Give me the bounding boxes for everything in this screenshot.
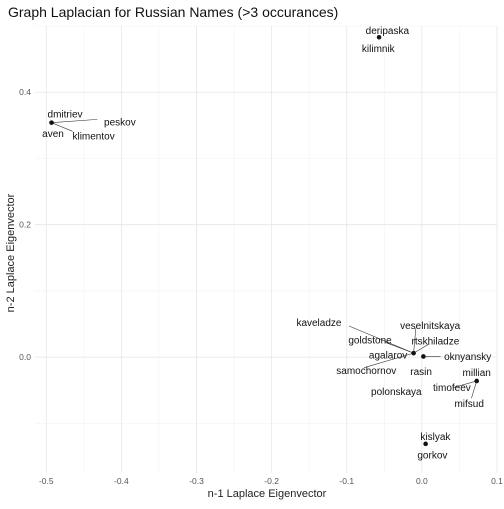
point-label: polonskaya [371,387,422,398]
point-label: aven [42,129,64,140]
x-tick-label: -0.2 [264,476,279,486]
point-label: kilimnik [362,44,396,55]
label-leader-line [413,343,430,354]
point-label: samochornov [336,366,396,377]
label-leader-line [471,380,478,399]
x-tick-label: 0.1 [491,476,503,486]
point-label: peskov [104,118,136,129]
tick-label-layer: -0.5 -0.4 -0.3 -0.2 -0.1 0.0 0.1 0.0 0.2 0.4 [19,87,503,486]
chart-title: Graph Laplacian for Russian Names (>3 oc… [8,4,338,20]
point-label: dmitriev [48,110,83,121]
data-point [411,350,416,356]
label-leader-line [385,342,414,354]
label-leader-line [348,325,414,354]
point-label-layer: deripaska kilimnik dmitriev peskov aven klime… [42,26,491,461]
point-label: timofeev [433,383,471,394]
point-label: kaveladze [296,318,341,329]
x-axis-title: n-1 Laplace Eigenvector [208,488,327,500]
point-label: veselnitskaya [400,321,460,332]
y-tick-label: 0.4 [19,87,31,97]
y-tick-label: 0.2 [19,220,31,230]
point-label: agalarov [369,351,407,362]
point-label: kislyak [420,432,451,443]
x-tick-label: 0.0 [416,476,428,486]
point-label: mifsud [454,399,483,410]
grid-layer [35,25,498,473]
label-leader-line [413,327,417,354]
data-point [376,34,382,40]
data-point [421,354,426,359]
leader-line-layer [51,119,478,399]
point-label: klimentov [72,131,114,142]
y-tick-label: 0.0 [19,352,31,362]
point-label: oknyansky [444,352,491,363]
point-label: deripaska [366,26,410,37]
label-leader-line [453,380,477,388]
data-point [474,378,480,384]
label-leader-line [51,122,73,132]
point-label: goldstone [348,335,392,346]
point-label: rasin [410,367,432,378]
data-point [49,120,54,125]
point-label: millian [463,368,491,379]
label-leader-line [363,352,414,368]
point-layer [49,34,480,447]
y-axis-title: n-2 Laplace Eigenvector [5,193,17,312]
label-leader-line [51,119,98,123]
x-tick-label: -0.3 [189,476,204,486]
data-point [423,441,428,447]
x-tick-label: -0.4 [114,476,129,486]
x-tick-label: -0.5 [39,476,54,486]
x-tick-label: -0.1 [339,476,354,486]
point-label: gorkov [417,451,447,462]
point-label: rtskhiladze [411,337,459,348]
